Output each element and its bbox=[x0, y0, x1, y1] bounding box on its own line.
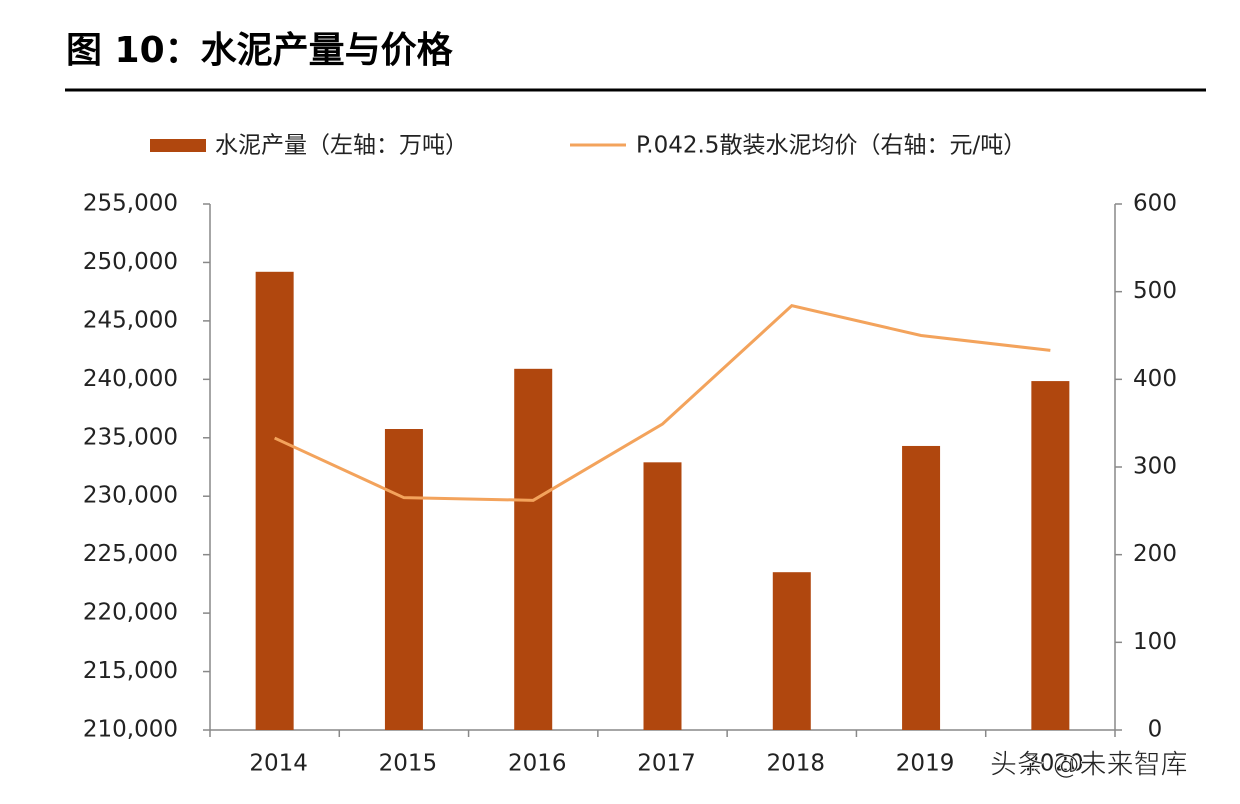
watermark: 头条 @未来智库 bbox=[990, 750, 1188, 781]
y2-tick-label: 600 bbox=[1133, 191, 1177, 217]
chart-title: 图 10：水泥产量与价格 bbox=[66, 30, 454, 71]
x-tick-label: 2015 bbox=[379, 751, 438, 777]
y-tick-label: 210,000 bbox=[83, 717, 178, 743]
legend-swatch bbox=[150, 139, 206, 152]
y-tick-label: 220,000 bbox=[83, 600, 178, 626]
y2-tick-label: 0 bbox=[1148, 717, 1163, 743]
bar bbox=[772, 572, 811, 730]
x-tick-label: 2014 bbox=[249, 751, 308, 777]
y2-tick-label: 400 bbox=[1133, 366, 1177, 392]
bar bbox=[384, 429, 423, 730]
x-tick-label: 2016 bbox=[508, 751, 567, 777]
legend-label: 水泥产量（左轴：万吨） bbox=[215, 133, 468, 159]
y-tick-label: 255,000 bbox=[83, 191, 178, 217]
x-tick-label: 2017 bbox=[637, 751, 696, 777]
bar bbox=[1031, 381, 1070, 730]
y2-tick-label: 200 bbox=[1133, 541, 1177, 567]
bar bbox=[643, 462, 682, 730]
y-tick-label: 225,000 bbox=[83, 541, 178, 567]
y-tick-label: 230,000 bbox=[83, 483, 178, 509]
x-tick-label: 2019 bbox=[896, 751, 955, 777]
bar bbox=[902, 445, 941, 730]
x-tick-label: 2018 bbox=[767, 751, 826, 777]
y-tick-label: 245,000 bbox=[83, 307, 178, 333]
y-tick-label: 215,000 bbox=[83, 658, 178, 684]
y2-tick-label: 100 bbox=[1133, 629, 1177, 655]
bar bbox=[514, 368, 553, 730]
y-tick-label: 240,000 bbox=[83, 366, 178, 392]
legend-label: P.042.5散装水泥均价（右轴：元/吨） bbox=[636, 133, 1026, 159]
line bbox=[274, 304, 1051, 502]
y-tick-label: 250,000 bbox=[83, 249, 178, 275]
bar bbox=[255, 271, 294, 730]
y2-tick-label: 300 bbox=[1133, 454, 1177, 480]
x-tick-label: 2020 bbox=[1025, 751, 1084, 777]
y-tick-label: 235,000 bbox=[83, 424, 178, 450]
y2-tick-label: 500 bbox=[1133, 278, 1177, 304]
